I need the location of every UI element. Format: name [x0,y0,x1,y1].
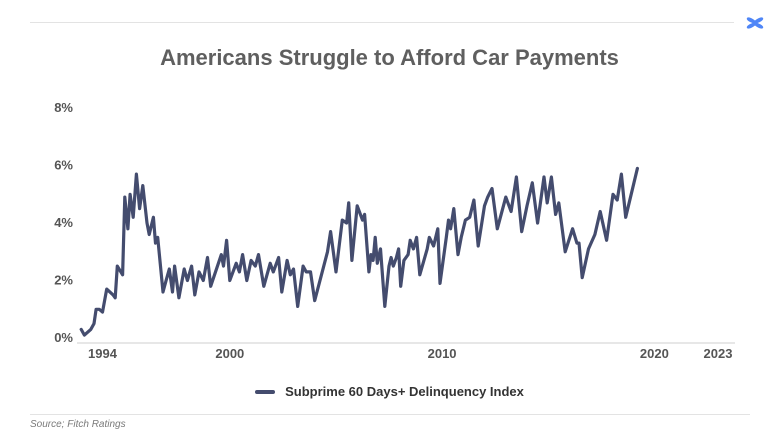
source-note: Source; Fitch Ratings [30,419,126,430]
y-tick-label: 2% [54,273,73,288]
y-tick-label: 0% [54,330,73,345]
y-tick-label: 8% [54,100,73,115]
y-tick-label: 4% [54,215,73,230]
top-divider [30,22,734,23]
x-tick-label: 2010 [428,346,457,361]
x-tick-label: 1994 [88,346,118,361]
chart-legend: Subprime 60 Days+ Delinquency Index [0,384,779,399]
legend-swatch [255,389,276,394]
y-tick-label: 6% [54,158,73,173]
series-line [79,166,639,337]
x-tick-label: 2020 [640,346,669,361]
x-tick-label: 2000 [215,346,244,361]
four-petal-x-icon [746,17,764,29]
x-tick-label: 2023 [704,346,733,361]
chart-title: Americans Struggle to Afford Car Payment… [160,45,619,70]
legend-label: Subprime 60 Days+ Delinquency Index [285,384,524,399]
bottom-divider [30,414,750,415]
